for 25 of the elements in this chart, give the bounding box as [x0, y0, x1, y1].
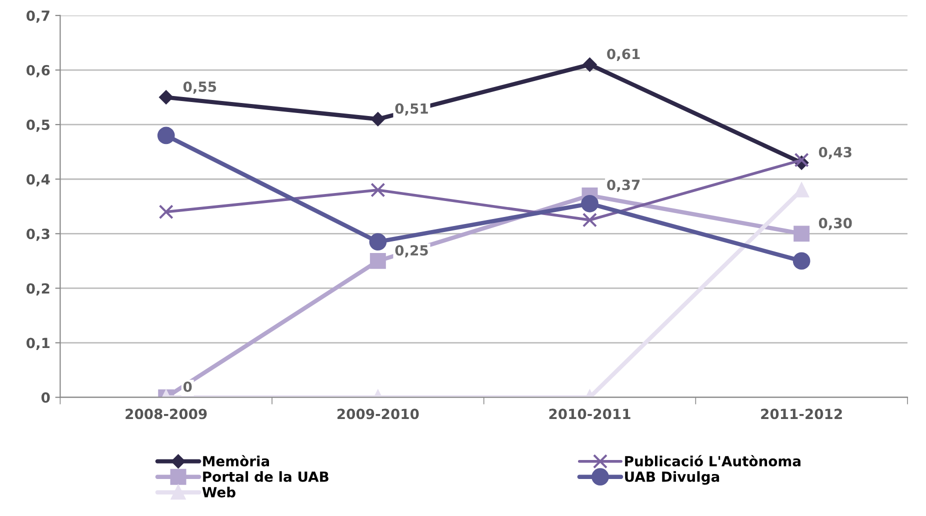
y-tick-label: 0,3	[26, 228, 50, 241]
x-tick-label: 2011-2012	[761, 408, 842, 420]
data-label: 0	[183, 381, 192, 392]
legend-label: Publicació L'Autònoma	[625, 455, 800, 466]
legend-label: Memòria	[203, 455, 270, 466]
y-tick-label: 0,6	[26, 64, 50, 78]
y-tick-label: 0,7	[26, 10, 50, 23]
legend-label: Portal de la UAB	[203, 471, 328, 482]
x-tick-label: 2009-2010	[337, 408, 419, 420]
data-label: 0,55	[183, 81, 216, 94]
legend-label: UAB Divulga	[625, 471, 720, 485]
data-label: 0,43	[818, 146, 852, 160]
x-tick-label: 2008-2009	[126, 408, 207, 420]
data-label: 0,30	[818, 218, 852, 230]
y-tick-label: 0,4	[26, 174, 50, 186]
y-tick-label: 0,1	[26, 338, 50, 350]
x-tick-label: 2010-2011	[549, 408, 630, 420]
y-tick-label: 0,5	[26, 120, 50, 132]
data-label: 0,25	[395, 245, 428, 258]
data-label: 0,37	[607, 180, 640, 192]
y-tick-label: 0,2	[26, 283, 50, 296]
data-label: 0,61	[607, 48, 640, 61]
y-tick-label: 0	[41, 392, 50, 403]
legend-label: Web	[202, 486, 236, 498]
data-label: 0,51	[395, 103, 428, 116]
